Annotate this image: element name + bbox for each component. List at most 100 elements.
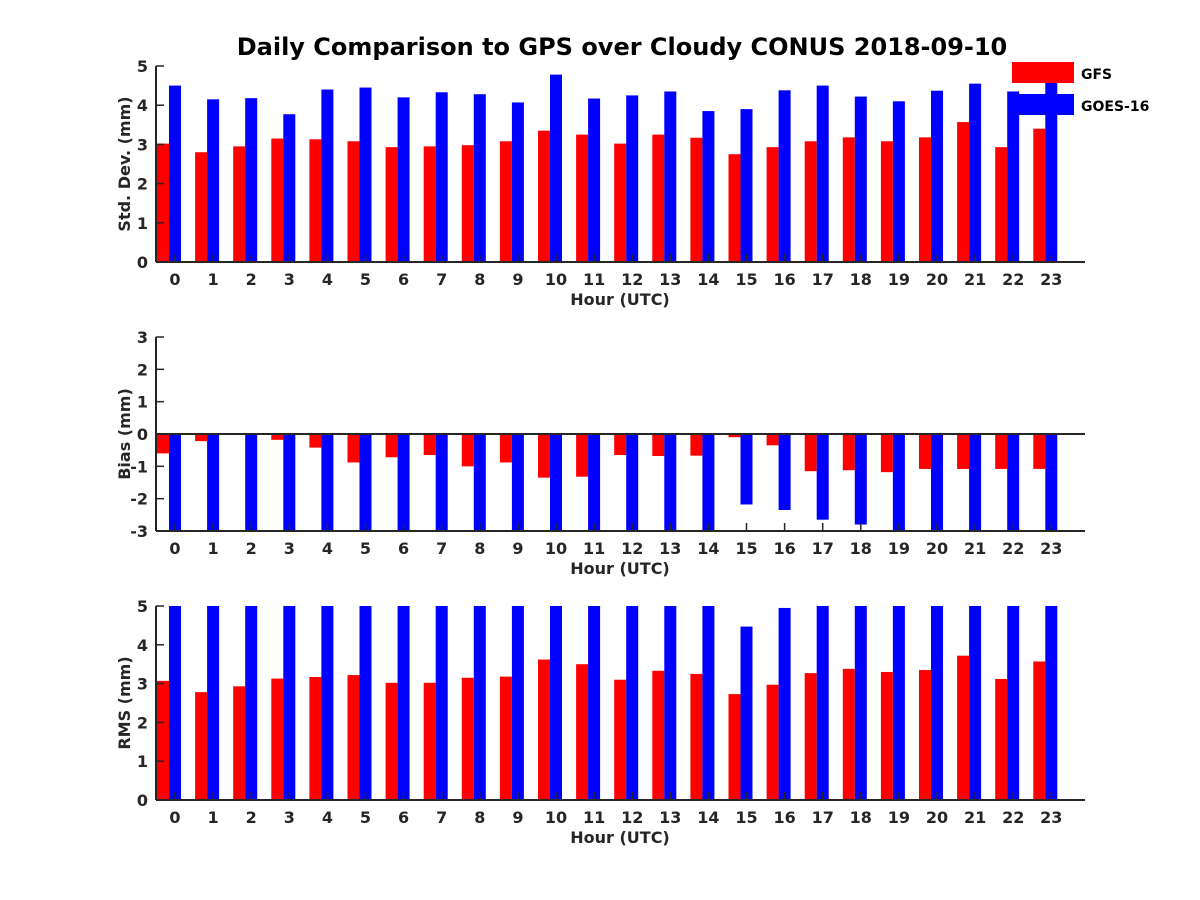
bias-bar-goes16-18 [854,434,867,525]
stddev-xtick-label-6: 6 [398,270,409,289]
rms-ytick-label-1: 1 [137,752,148,771]
stddev-bar-gfs-19 [880,141,893,262]
stddev-bar-goes16-12 [626,95,639,263]
rms-bar-gfs-18 [842,668,855,800]
rms-bar-gfs-19 [880,671,893,800]
rms-xtick-label-5: 5 [360,808,371,827]
stddev-xtick-label-1: 1 [208,270,219,289]
bias-bar-gfs-13 [652,434,665,456]
rms-xtick-label-14: 14 [697,808,719,827]
stddev-bar-goes16-9 [511,102,524,263]
bias-bar-goes16-1 [207,434,220,531]
rms-xtick-label-2: 2 [246,808,257,827]
stddev-bar-goes16-5 [359,87,372,262]
rms-bar-gfs-21 [957,655,970,800]
rms-xtick-label-17: 17 [812,808,834,827]
stddev-bar-goes16-13 [664,91,677,262]
rms-bar-gfs-20 [919,670,931,800]
bias-xtick-label-23: 23 [1040,539,1062,558]
bias-bar-gfs-4 [309,434,322,448]
stddev-xtick-label-16: 16 [773,270,795,289]
rms-bar-gfs-7 [423,682,436,800]
bias-bar-gfs-9 [499,434,512,463]
stddev-bar-goes16-7 [435,92,448,262]
stddev-bar-gfs-9 [499,141,512,262]
stddev-bar-gfs-10 [538,130,550,262]
bias-bar-gfs-16 [766,434,779,446]
rms-bar-gfs-4 [309,677,322,800]
stddev-xtick-label-3: 3 [284,270,295,289]
rms-xtick-label-19: 19 [888,808,910,827]
rms-bar-goes16-13 [664,606,677,800]
bias-bar-gfs-22 [995,434,1008,469]
rms-ytick-label-0: 0 [137,791,148,810]
rms-ytick-label-4: 4 [137,636,148,655]
stddev-bar-goes16-19 [892,101,905,262]
stddev-xtick-label-17: 17 [812,270,834,289]
stddev-bar-goes16-20 [931,90,943,262]
rms-bar-goes16-9 [511,606,524,800]
bias-ylabel: Bias (mm) [115,388,134,480]
rms-bar-goes16-2 [245,606,258,800]
stddev-xtick-label-4: 4 [322,270,333,289]
stddev-xtick-label-11: 11 [583,270,605,289]
bias-xtick-label-18: 18 [850,539,872,558]
bias-bar-goes16-11 [588,434,601,531]
rms-bar-goes16-5 [359,606,372,800]
rms-xtick-label-1: 1 [208,808,219,827]
rms-bar-gfs-10 [538,659,550,800]
bias-bar-gfs-5 [347,434,360,463]
rms-bar-goes16-23 [1045,606,1058,800]
stddev-ytick-label-5: 5 [137,57,148,76]
bias-ytick-label-3: 3 [137,328,148,347]
rms-bar-gfs-12 [614,679,627,800]
stddev-bar-goes16-21 [969,83,982,262]
bias-xtick-label-4: 4 [322,539,333,558]
rms-xtick-label-23: 23 [1040,808,1062,827]
legend: GFS GOES-16 [1012,62,1149,115]
rms-xtick-label-9: 9 [512,808,523,827]
rms-ytick-label-5: 5 [137,597,148,616]
rms-bar-goes16-11 [588,606,601,800]
bias-xtick-label-1: 1 [208,539,219,558]
legend-label-goes16: GOES-16 [1081,99,1149,115]
stddev-bar-gfs-21 [957,122,970,262]
rms-bar-gfs-3 [271,678,284,800]
bias-xlabel: Hour (UTC) [570,559,670,578]
bias-bar-gfs-11 [576,434,589,477]
stddev-bar-goes16-15 [740,109,753,263]
bias-xtick-label-21: 21 [964,539,986,558]
rms-xtick-label-6: 6 [398,808,409,827]
bias-bar-goes16-20 [931,434,943,531]
stddev-xtick-label-20: 20 [926,270,948,289]
rms-bar-gfs-5 [347,675,360,800]
bias-bar-goes16-16 [778,434,791,510]
bias-bar-goes16-13 [664,434,677,531]
stddev-bar-gfs-2 [233,146,246,262]
bias-ytick-label--3: -3 [130,522,148,541]
stddev-ytick-label-1: 1 [137,214,148,233]
rms-bar-goes16-18 [854,606,867,800]
bias-xtick-label-14: 14 [697,539,719,558]
legend-swatch-gfs [1012,62,1074,83]
rms-bar-goes16-12 [626,606,639,800]
rms-xtick-label-7: 7 [436,808,447,827]
bias-bar-gfs-20 [919,434,931,469]
stddev-bar-gfs-7 [423,146,436,262]
rms-bar-gfs-16 [766,684,779,800]
bias-bar-gfs-6 [385,434,398,458]
bias-ytick-label-2: 2 [137,360,148,379]
bias-bar-gfs-14 [690,434,703,456]
rms-bar-goes16-17 [816,606,829,800]
legend-swatch-goes16 [1012,94,1074,115]
stddev-xtick-label-8: 8 [474,270,485,289]
stddev-bar-gfs-20 [919,137,931,262]
rms-bar-gfs-13 [652,670,665,800]
rms-bar-goes16-3 [283,606,296,800]
stddev-bar-gfs-14 [690,137,703,262]
stddev-xtick-label-14: 14 [697,270,719,289]
bias-ytick-label-0: 0 [137,425,148,444]
stddev-bar-gfs-12 [614,143,627,262]
bias-bar-goes16-3 [283,434,296,531]
stddev-bar-gfs-22 [995,147,1008,262]
